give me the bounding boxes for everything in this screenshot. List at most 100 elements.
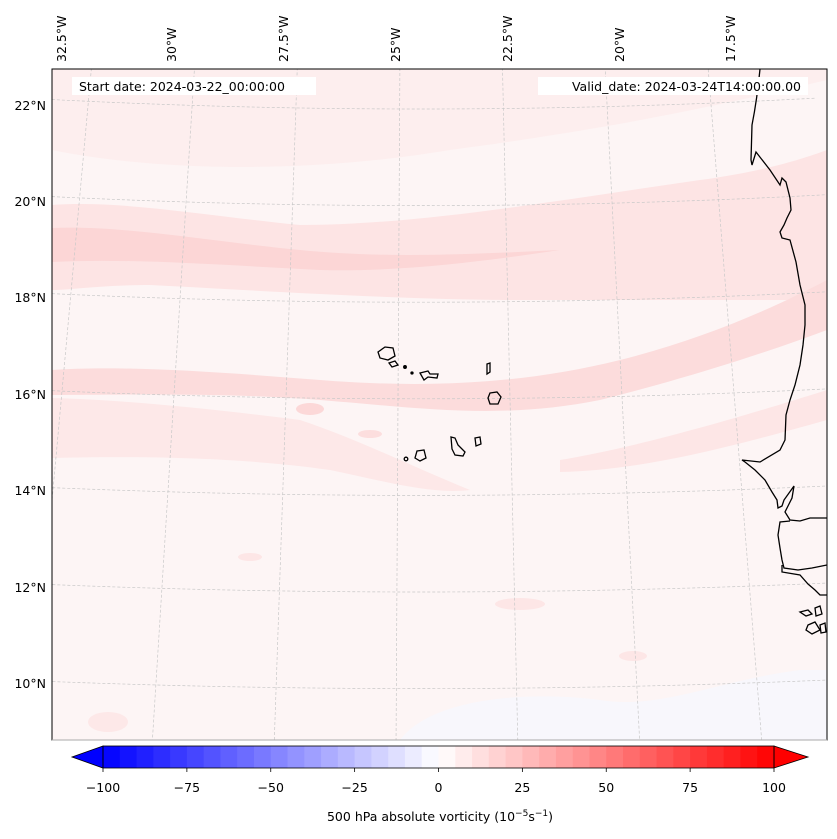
cape-verde-maio bbox=[474, 436, 482, 447]
colorbar-swatch bbox=[153, 746, 171, 768]
colorbar-swatch bbox=[287, 746, 305, 768]
colorbar-swatch bbox=[723, 746, 742, 768]
lat-tick-label: 12°N bbox=[14, 580, 46, 595]
start-date-label: Start date: 2024-03-22_00:00:00 bbox=[79, 79, 285, 94]
lat-tick-label: 14°N bbox=[14, 483, 46, 498]
colorbar-label-unit: s bbox=[528, 809, 535, 824]
vorticity-band-19n-inner bbox=[52, 227, 560, 271]
colorbar-swatch bbox=[421, 746, 440, 768]
colorbar-swatch bbox=[170, 746, 188, 768]
parallel-gridline bbox=[52, 388, 827, 400]
lat-tick-label: 10°N bbox=[14, 676, 46, 691]
vorticity-band-15n bbox=[52, 398, 470, 491]
lon-tick-label: 17.5°W bbox=[723, 16, 738, 62]
colorbar: −100 −75 −50 −25 0 25 50 75 100 500 hPa … bbox=[70, 745, 810, 824]
colorbar-swatch bbox=[656, 746, 674, 768]
cape-verde-sao-nicolau bbox=[419, 370, 439, 381]
colorbar-extend-min-arrow bbox=[70, 745, 104, 769]
colorbar-tick-labels: −100 −75 −50 −25 0 25 50 75 100 bbox=[86, 780, 786, 795]
meridian-gridline bbox=[273, 69, 298, 740]
colorbar-swatch bbox=[522, 746, 540, 768]
gridlines bbox=[52, 69, 827, 740]
parallel-gridline bbox=[52, 582, 827, 593]
colorbar-swatch bbox=[455, 746, 473, 768]
cape-verde-fogo bbox=[414, 449, 427, 462]
colorbar-label-prefix: 500 hPa absolute vorticity (10 bbox=[327, 809, 515, 824]
cape-verde-sal bbox=[486, 362, 491, 376]
colorbar-swatch bbox=[757, 746, 775, 768]
map-panel: Start date: 2024-03-22_00:00:00 Valid_da… bbox=[51, 68, 828, 741]
vorticity-blob bbox=[619, 651, 647, 661]
colorbar-swatch bbox=[253, 746, 272, 768]
colorbar-swatch bbox=[203, 746, 222, 768]
colorbar-label-suffix: ) bbox=[548, 809, 553, 824]
lon-tick-label: 25°W bbox=[388, 27, 403, 62]
colorbar-swatch bbox=[606, 746, 624, 768]
cape-verde-sao-vicente bbox=[387, 360, 400, 368]
colorbar-extend-max-arrow bbox=[773, 745, 810, 769]
vorticity-blob bbox=[238, 553, 262, 561]
lon-tick-label: 22.5°W bbox=[500, 16, 515, 62]
colorbar-label-exponent: −5 bbox=[515, 809, 528, 819]
vorticity-field bbox=[52, 69, 827, 740]
colorbar-label-exponent: −1 bbox=[535, 809, 548, 819]
cape-verde-raso bbox=[410, 371, 414, 375]
start-date-box bbox=[72, 77, 316, 95]
colorbar-swatch bbox=[639, 746, 658, 768]
colorbar-swatch bbox=[304, 746, 322, 768]
colorbar-swatch bbox=[539, 746, 557, 768]
lon-tick-label: 27.5°W bbox=[276, 16, 291, 62]
colorbar-tick-label: −75 bbox=[174, 780, 200, 795]
africa-coastline bbox=[741, 69, 827, 522]
parallel-gridline bbox=[52, 485, 827, 496]
vorticity-blob bbox=[358, 430, 382, 438]
colorbar-tick-label: −50 bbox=[258, 780, 284, 795]
colorbar-swatch bbox=[623, 746, 641, 768]
colorbar-swatch bbox=[488, 746, 507, 768]
colorbar-swatch bbox=[220, 746, 238, 768]
lat-tick-label: 16°N bbox=[14, 387, 46, 402]
colorbar-swatch bbox=[673, 746, 691, 768]
colorbar-swatch bbox=[706, 746, 725, 768]
lon-tick-label: 30°W bbox=[164, 27, 179, 62]
meridian-gridline bbox=[395, 69, 401, 740]
vorticity-negative-patch bbox=[400, 670, 827, 740]
parallel-gridline bbox=[52, 194, 826, 206]
lon-tick-labels: 32.5°W 30°W 27.5°W 25°W 22.5°W 20°W 17.5… bbox=[54, 16, 738, 62]
valid-date-box bbox=[538, 77, 808, 95]
colorbar-swatch bbox=[136, 746, 154, 768]
colorbar-tick-label: 100 bbox=[762, 780, 786, 795]
lon-tick-label: 20°W bbox=[612, 27, 627, 62]
lat-tick-label: 20°N bbox=[14, 194, 46, 209]
colorbar-swatch bbox=[740, 746, 758, 768]
colorbar-swatch bbox=[388, 746, 406, 768]
colorbar-tick-label: −100 bbox=[86, 780, 120, 795]
colorbar-tick-label: 0 bbox=[435, 780, 443, 795]
vorticity-band-17n-light bbox=[100, 313, 540, 353]
valid-date-label: Valid_date: 2024-03-24T14:00:00.00 bbox=[572, 79, 801, 94]
colorbar-swatch bbox=[572, 746, 591, 768]
colorbar-swatch bbox=[186, 746, 205, 768]
colorbar-swatch bbox=[237, 746, 255, 768]
colorbar-swatches bbox=[103, 746, 775, 768]
colorbar-swatch bbox=[371, 746, 389, 768]
lat-tick-label: 18°N bbox=[14, 290, 46, 305]
coastlines bbox=[377, 69, 827, 635]
colorbar-tick-label: 50 bbox=[598, 780, 614, 795]
colorbar-swatch bbox=[354, 746, 372, 768]
meridian-gridline bbox=[52, 69, 92, 505]
cape-verde-santo-antao bbox=[377, 346, 396, 361]
colorbar-swatch bbox=[404, 746, 423, 768]
colorbar-swatch bbox=[119, 746, 138, 768]
lat-tick-label: 22°N bbox=[14, 98, 46, 113]
meridian-gridline bbox=[707, 69, 763, 740]
meridian-gridline bbox=[604, 69, 640, 740]
vorticity-band-16n bbox=[52, 280, 827, 411]
senegal-gambia-coastline bbox=[777, 520, 827, 596]
vorticity-blob bbox=[88, 712, 128, 732]
colorbar-swatch bbox=[321, 746, 339, 768]
bissagos-islands bbox=[798, 605, 827, 635]
meridian-gridline bbox=[152, 69, 195, 740]
cape-verde-santa-luzia bbox=[403, 365, 407, 369]
